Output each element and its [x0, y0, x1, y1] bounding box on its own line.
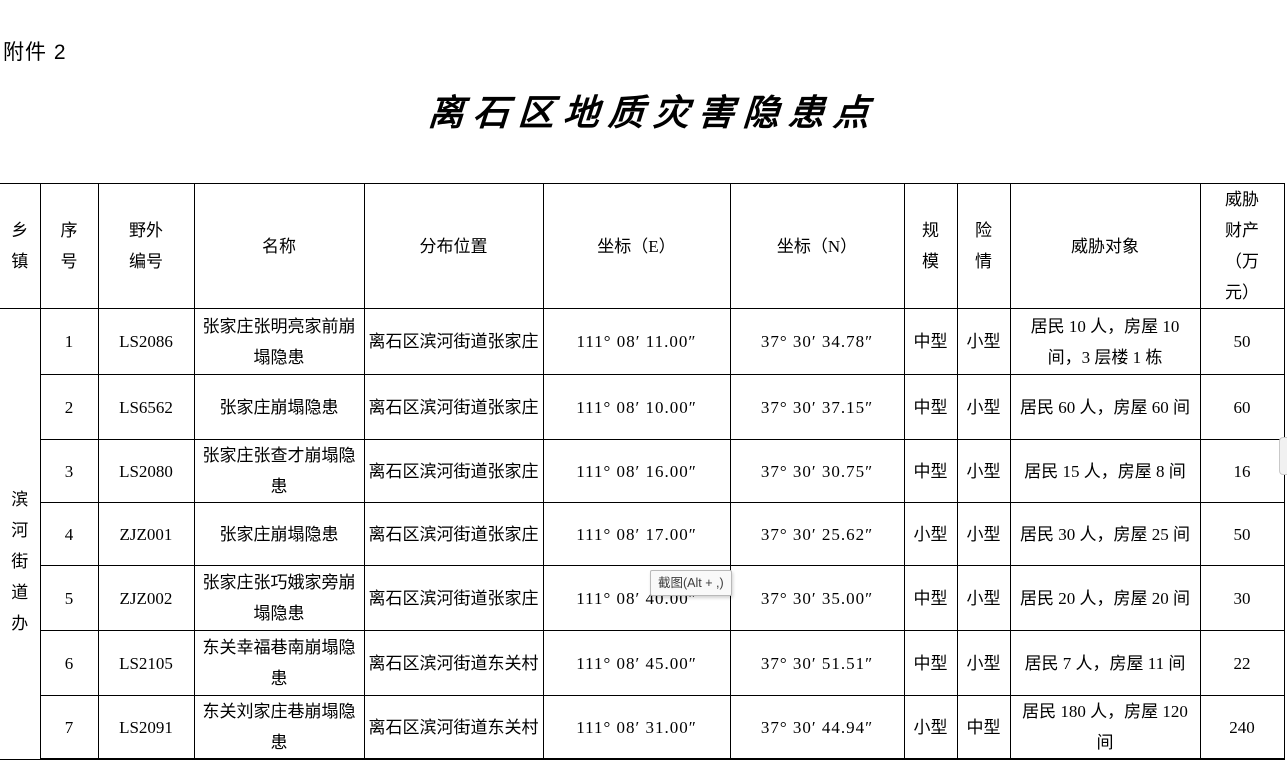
cell-value: 50	[1199, 502, 1285, 566]
cell-field-id: LS2080	[97, 439, 195, 503]
township-label: 滨河街道办	[11, 490, 29, 634]
table-row: 滨河街道办 1 LS2086 张家庄张明亮家前崩塌隐患 离石区滨河街道张家庄 1…	[0, 308, 1285, 760]
cell-threat: 居民 60 人，房屋 60 间	[1009, 374, 1201, 440]
cell-no: 2	[39, 374, 99, 440]
cell-no: 5	[39, 565, 99, 631]
cell-no: 1	[39, 308, 99, 375]
cell-coord-e: 111° 08′ 10.00″	[542, 374, 731, 440]
cell-no: 7	[39, 695, 99, 760]
cell-danger: 小型	[956, 439, 1011, 503]
header-township: 乡 镇	[0, 183, 41, 309]
cell-danger: 小型	[956, 630, 1011, 696]
attachment-label: 附件 2	[3, 41, 67, 64]
cell-danger: 小型	[956, 308, 1011, 375]
cell-threat: 居民 15 人，房屋 8 间	[1009, 439, 1201, 503]
cell-location: 离石区滨河街道东关村	[363, 630, 544, 696]
cell-scale: 中型	[903, 630, 958, 696]
header-threat: 威胁对象	[1009, 183, 1201, 309]
cell-coord-e: 111° 08′ 17.00″	[542, 502, 731, 566]
cell-value: 30	[1199, 565, 1285, 631]
header-coord-e: 坐标（E）	[542, 183, 731, 309]
cell-location: 离石区滨河街道张家庄	[363, 308, 544, 375]
cell-threat: 居民 10 人，房屋 10 间，3 层楼 1 栋	[1009, 308, 1201, 375]
table-header-row: 乡 镇 序 号 野外 编号 名称 分布位置 坐标（E） 坐标（N） 规 模 险 …	[0, 183, 1285, 309]
cell-field-id: LS6562	[97, 374, 195, 440]
cell-value: 60	[1199, 374, 1285, 440]
header-field-id: 野外 编号	[97, 183, 195, 309]
header-location: 分布位置	[363, 183, 544, 309]
screenshot-tooltip: 截图(Alt + ,)	[650, 570, 732, 596]
cell-field-id: ZJZ001	[97, 502, 195, 566]
cell-value: 16	[1199, 439, 1285, 503]
edge-flyout-button[interactable]	[1279, 437, 1287, 475]
header-no: 序 号	[39, 183, 99, 309]
cell-name: 东关刘家庄巷崩塌隐患	[193, 695, 365, 760]
header-name: 名称	[193, 183, 365, 309]
table-row: 5 ZJZ002 张家庄张巧娥家旁崩塌隐患 离石区滨河街道张家庄 111° 08…	[0, 565, 1285, 631]
header-value: 威胁 财产 （万 元）	[1199, 183, 1285, 309]
cell-scale: 小型	[903, 695, 958, 760]
cell-name: 张家庄张明亮家前崩塌隐患	[193, 308, 365, 375]
cell-coord-n: 37° 30′ 44.94″	[729, 695, 905, 760]
cell-no: 3	[39, 439, 99, 503]
header-danger: 险 情	[956, 183, 1011, 309]
cell-field-id: ZJZ002	[97, 565, 195, 631]
cell-scale: 中型	[903, 565, 958, 631]
cell-scale: 中型	[903, 439, 958, 503]
cell-coord-n: 37° 30′ 51.51″	[729, 630, 905, 696]
cell-name: 东关幸福巷南崩塌隐患	[193, 630, 365, 696]
cell-coord-n: 37° 30′ 37.15″	[729, 374, 905, 440]
table-row: 2 LS6562 张家庄崩塌隐患 离石区滨河街道张家庄 111° 08′ 10.…	[0, 374, 1285, 440]
header-coord-n: 坐标（N）	[729, 183, 905, 309]
cell-threat: 居民 7 人，房屋 11 间	[1009, 630, 1201, 696]
cell-name: 张家庄崩塌隐患	[193, 502, 365, 566]
cell-scale: 中型	[903, 308, 958, 375]
cell-coord-e: 111° 08′ 31.00″	[542, 695, 731, 760]
cell-coord-e: 111° 08′ 11.00″	[542, 308, 731, 375]
cell-danger: 小型	[956, 565, 1011, 631]
cell-field-id: LS2086	[97, 308, 195, 375]
table-row: 6 LS2105 东关幸福巷南崩塌隐患 离石区滨河街道东关村 111° 08′ …	[0, 630, 1285, 696]
cell-no: 6	[39, 630, 99, 696]
cell-coord-n: 37° 30′ 30.75″	[729, 439, 905, 503]
cell-name: 张家庄张巧娥家旁崩塌隐患	[193, 565, 365, 631]
cell-danger: 中型	[956, 695, 1011, 760]
cell-danger: 小型	[956, 502, 1011, 566]
cell-coord-e: 111° 08′ 45.00″	[542, 630, 731, 696]
cell-coord-n: 37° 30′ 25.62″	[729, 502, 905, 566]
table-row: 4 ZJZ001 张家庄崩塌隐患 离石区滨河街道张家庄 111° 08′ 17.…	[0, 502, 1285, 566]
cell-coord-n: 37° 30′ 34.78″	[729, 308, 905, 375]
cell-threat: 居民 180 人，房屋 120 间	[1009, 695, 1201, 760]
cell-threat: 居民 20 人，房屋 20 间	[1009, 565, 1201, 631]
cell-field-id: LS2105	[97, 630, 195, 696]
cell-location: 离石区滨河街道东关村	[363, 695, 544, 760]
cell-field-id: LS2091	[97, 695, 195, 760]
page-title: 离石区地质灾害隐患点	[426, 92, 880, 134]
cell-location: 离石区滨河街道张家庄	[363, 502, 544, 566]
cell-location: 离石区滨河街道张家庄	[363, 565, 544, 631]
cell-location: 离石区滨河街道张家庄	[363, 374, 544, 440]
township-cell: 滨河街道办	[0, 308, 41, 760]
cell-value: 22	[1199, 630, 1285, 696]
cell-coord-n: 37° 30′ 35.00″	[729, 565, 905, 631]
cell-danger: 小型	[956, 374, 1011, 440]
cell-coord-e: 111° 08′ 16.00″	[542, 439, 731, 503]
cell-name: 张家庄崩塌隐患	[193, 374, 365, 440]
table-row: 7 LS2091 东关刘家庄巷崩塌隐患 离石区滨河街道东关村 111° 08′ …	[0, 695, 1285, 760]
table-row: 3 LS2080 张家庄张查才崩塌隐患 离石区滨河街道张家庄 111° 08′ …	[0, 439, 1285, 503]
hazard-table: 乡 镇 序 号 野外 编号 名称 分布位置 坐标（E） 坐标（N） 规 模 险 …	[0, 183, 1285, 760]
cell-value: 50	[1199, 308, 1285, 375]
cell-name: 张家庄张查才崩塌隐患	[193, 439, 365, 503]
cell-scale: 小型	[903, 502, 958, 566]
header-scale: 规 模	[903, 183, 958, 309]
cell-location: 离石区滨河街道张家庄	[363, 439, 544, 503]
cell-value: 240	[1199, 695, 1285, 760]
cell-no: 4	[39, 502, 99, 566]
cell-threat: 居民 30 人，房屋 25 间	[1009, 502, 1201, 566]
cell-scale: 中型	[903, 374, 958, 440]
